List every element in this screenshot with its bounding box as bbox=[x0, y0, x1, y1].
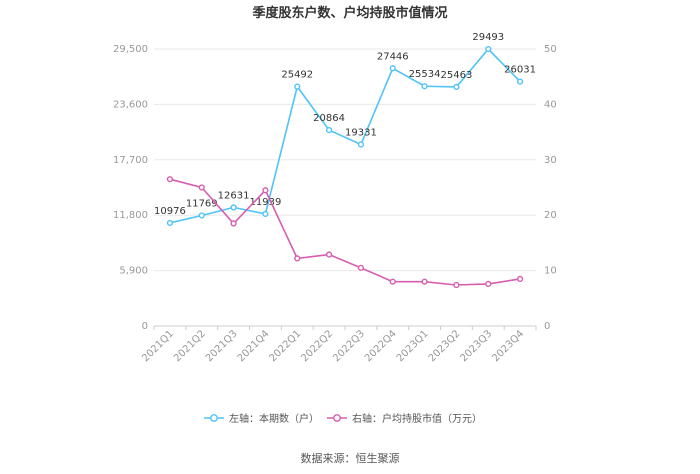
legend-label: 左轴：本期数（户） bbox=[229, 412, 319, 425]
data-point bbox=[168, 177, 173, 182]
right-axis-tick-label: 40 bbox=[544, 99, 557, 110]
data-label: 25534 bbox=[409, 69, 441, 80]
data-point bbox=[422, 279, 427, 284]
left-axis-ticks: 0 5,900 11,800 17,700 23,600 29,500 bbox=[113, 44, 148, 332]
data-point bbox=[327, 128, 332, 133]
right-axis-tick-label: 20 bbox=[544, 210, 557, 221]
data-point bbox=[518, 277, 523, 282]
chart-title: 季度股东户数、户均持股市值情况 bbox=[251, 5, 447, 21]
left-axis-tick-label: 0 bbox=[142, 321, 148, 332]
legend-marker-icon bbox=[334, 415, 340, 421]
x-tick-label: 2022Q3 bbox=[331, 328, 367, 364]
x-tick-label: 2021Q2 bbox=[172, 328, 208, 364]
data-point bbox=[295, 256, 300, 261]
data-point bbox=[486, 281, 491, 286]
data-point bbox=[327, 252, 332, 257]
data-point bbox=[231, 221, 236, 226]
data-point bbox=[390, 66, 395, 71]
left-axis-tick-label: 29,500 bbox=[113, 44, 148, 55]
right-axis-tick-label: 50 bbox=[544, 44, 557, 55]
left-axis-tick-label: 11,800 bbox=[113, 210, 148, 221]
data-point bbox=[359, 265, 364, 270]
right-axis-tick-label: 10 bbox=[544, 266, 557, 277]
data-point bbox=[263, 211, 268, 216]
x-tick-label: 2023Q1 bbox=[395, 328, 431, 364]
x-tick-label: 2022Q4 bbox=[363, 328, 399, 364]
data-point bbox=[390, 279, 395, 284]
data-point bbox=[168, 221, 173, 226]
right-axis-tick-label: 30 bbox=[544, 155, 557, 166]
data-point bbox=[486, 47, 491, 52]
x-tick-label: 2021Q3 bbox=[204, 328, 240, 364]
data-point bbox=[199, 213, 204, 218]
legend-marker-icon bbox=[211, 415, 217, 421]
data-label: 26031 bbox=[504, 65, 536, 76]
x-tick-label: 2021Q4 bbox=[236, 328, 272, 364]
right-axis-tick-label: 0 bbox=[544, 321, 550, 332]
data-label: 25492 bbox=[281, 70, 313, 81]
data-point bbox=[263, 188, 268, 193]
data-point bbox=[231, 205, 236, 210]
source-note: 数据来源：恒生聚源 bbox=[301, 451, 400, 465]
data-point bbox=[295, 84, 300, 89]
data-label: 19331 bbox=[345, 127, 377, 138]
data-label: 25463 bbox=[441, 70, 473, 81]
x-tick-label: 2021Q1 bbox=[140, 328, 176, 364]
x-tick-label: 2022Q2 bbox=[299, 328, 335, 364]
x-tick-label: 2022Q1 bbox=[268, 328, 304, 364]
x-tick-label: 2023Q3 bbox=[459, 328, 495, 364]
x-axis-ticks: 2021Q12021Q22021Q32021Q42022Q12022Q22022… bbox=[140, 326, 536, 364]
left-axis-tick-label: 17,700 bbox=[113, 155, 148, 166]
data-point bbox=[422, 84, 427, 89]
data-point bbox=[454, 85, 459, 90]
legend-item-1[interactable]: 左轴：本期数（户） bbox=[204, 412, 319, 425]
legend-item-2[interactable]: 右轴：户均持股市值（万元） bbox=[327, 412, 482, 425]
data-point bbox=[518, 79, 523, 84]
left-axis-tick-label: 5,900 bbox=[119, 266, 148, 277]
data-label: 29493 bbox=[472, 32, 504, 43]
data-label: 27446 bbox=[377, 51, 409, 62]
left-axis-tick-label: 23,600 bbox=[113, 99, 148, 110]
data-label: 12631 bbox=[218, 190, 250, 201]
data-point bbox=[454, 283, 459, 288]
data-point bbox=[199, 185, 204, 190]
x-tick-label: 2023Q2 bbox=[427, 328, 463, 364]
data-label: 10976 bbox=[154, 206, 186, 217]
x-tick-label: 2023Q4 bbox=[490, 328, 526, 364]
legend[interactable]: 左轴：本期数（户） 右轴：户均持股市值（万元） bbox=[204, 412, 482, 425]
data-point bbox=[359, 142, 364, 147]
legend-label: 右轴：户均持股市值（万元） bbox=[352, 412, 482, 425]
right-axis-ticks: 0 10 20 30 40 50 bbox=[544, 44, 557, 332]
data-label: 20864 bbox=[313, 113, 345, 124]
